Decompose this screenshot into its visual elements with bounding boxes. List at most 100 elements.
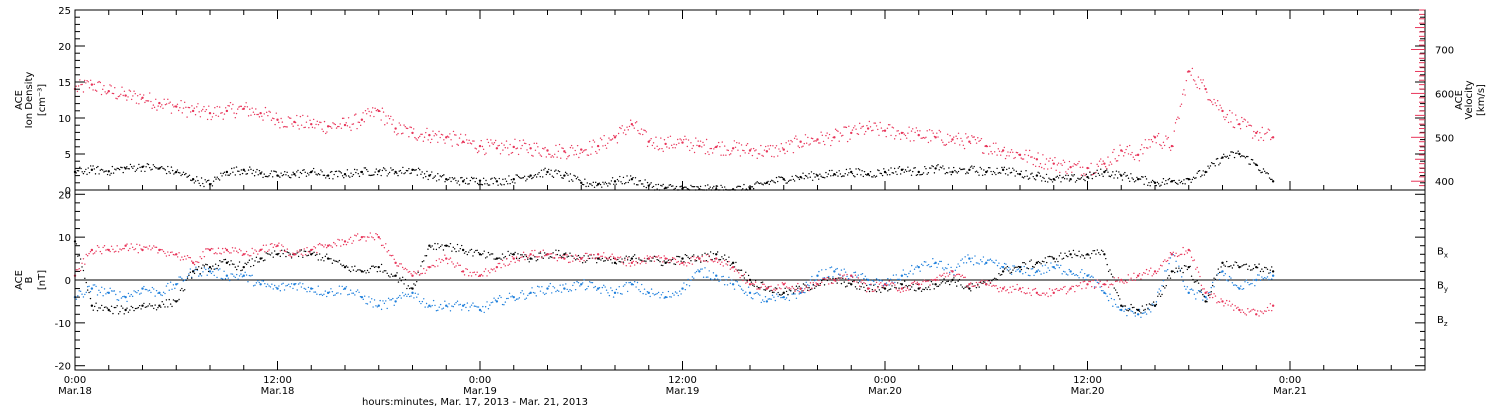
- density-sample: [375, 168, 378, 170]
- by-point: [310, 287, 313, 290]
- density-sample: [879, 172, 881, 175]
- by-sample: [383, 302, 386, 305]
- density-sample: [111, 165, 114, 168]
- by-sample: [566, 288, 568, 291]
- density-sample: [1168, 177, 1171, 180]
- density-sample: [758, 182, 761, 185]
- bx-sample: [1269, 269, 1272, 271]
- bx-sample: [75, 243, 78, 245]
- bz-sample: [432, 264, 435, 267]
- velocity-point: [259, 111, 262, 115]
- bx-sample: [1100, 249, 1103, 252]
- velocity-sample: [1257, 139, 1260, 141]
- by-sample: [472, 302, 474, 304]
- velocity-sample: [574, 149, 576, 152]
- density-sample: [1071, 174, 1073, 176]
- by-sample: [455, 301, 457, 304]
- density-sample: [852, 174, 855, 177]
- bz-sample: [266, 250, 269, 253]
- bz-sample: [1148, 270, 1151, 272]
- by-sample: [697, 269, 699, 271]
- velocity-sample: [374, 107, 376, 110]
- bz-sample: [102, 246, 104, 249]
- density-sample: [1118, 171, 1120, 173]
- velocity-point: [698, 144, 701, 148]
- by-sample: [629, 281, 632, 284]
- bz-sample: [922, 280, 924, 283]
- velocity-sample: [738, 142, 740, 144]
- bx-sample: [1013, 267, 1016, 269]
- density-sample: [329, 171, 332, 173]
- bx-sample: [1116, 291, 1118, 294]
- by-sample: [382, 300, 384, 302]
- velocity-sample: [736, 141, 738, 144]
- velocity-sample: [245, 102, 247, 104]
- velocity-sample: [956, 137, 959, 140]
- bz-sample: [712, 261, 715, 263]
- density-sample: [80, 167, 82, 170]
- density-sample: [977, 171, 979, 174]
- density-sample: [250, 168, 252, 171]
- velocity-point: [546, 149, 549, 152]
- velocity-sample: [1210, 101, 1213, 103]
- bx-sample: [560, 256, 563, 258]
- bz-sample: [573, 257, 575, 259]
- by-sample: [1169, 257, 1172, 259]
- bz-point: [782, 283, 785, 286]
- by-sample: [670, 296, 672, 298]
- velocity-sample: [1091, 173, 1094, 176]
- density-sample: [357, 173, 359, 175]
- velocity-sample: [115, 97, 117, 99]
- bz-sample: [105, 249, 107, 251]
- bx-point: [411, 287, 414, 290]
- density-sample: [305, 175, 308, 177]
- by-sample: [452, 305, 454, 308]
- velocity-sample: [1061, 164, 1063, 166]
- bx-sample: [860, 286, 862, 288]
- velocity-sample: [758, 153, 761, 155]
- density-sample: [1257, 169, 1260, 171]
- velocity-point: [799, 140, 802, 143]
- by-point: [158, 291, 161, 295]
- bz-sample: [1256, 310, 1259, 312]
- velocity-point: [1204, 87, 1207, 91]
- bz-sample: [811, 287, 813, 289]
- bz-sample: [1164, 259, 1166, 261]
- velocity-sample: [814, 140, 816, 142]
- bz-sample: [334, 243, 336, 245]
- bx-sample: [818, 284, 820, 287]
- by-sample: [198, 275, 200, 277]
- bx-sample: [438, 247, 440, 249]
- by-sample: [577, 281, 580, 284]
- density-sample: [485, 179, 487, 182]
- velocity-point: [850, 131, 853, 135]
- density-sample: [320, 169, 322, 171]
- density-sample: [793, 180, 796, 182]
- bx-sample: [302, 256, 304, 258]
- bx-sample: [501, 253, 504, 255]
- bz-sample: [902, 290, 904, 292]
- by-sample: [541, 286, 543, 288]
- density-sample: [607, 185, 609, 187]
- velocity-point: [124, 94, 127, 97]
- by-sample: [874, 283, 876, 286]
- b-tick-label: 10: [58, 233, 71, 244]
- by-sample: [887, 277, 889, 280]
- by-sample: [963, 262, 965, 264]
- bz-sample: [594, 258, 597, 260]
- bx-sample: [1091, 252, 1093, 255]
- by-point: [765, 300, 769, 303]
- bz-sample: [258, 250, 260, 252]
- by-sample: [843, 268, 845, 270]
- velocity-sample: [1159, 143, 1161, 146]
- velocity-sample: [619, 126, 621, 129]
- bz-sample: [813, 284, 816, 287]
- by-sample: [1008, 266, 1010, 269]
- bz-sample: [974, 285, 976, 287]
- velocity-sample: [860, 127, 862, 129]
- by-sample: [929, 266, 931, 268]
- bx-sample: [596, 262, 598, 264]
- by-sample: [1237, 286, 1239, 289]
- velocity-sample: [244, 105, 246, 108]
